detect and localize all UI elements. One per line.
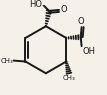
Text: O: O — [77, 17, 84, 26]
Text: CH₃: CH₃ — [1, 58, 13, 64]
Text: CH₃: CH₃ — [63, 75, 75, 81]
Text: HO: HO — [29, 0, 42, 9]
Text: OH: OH — [82, 48, 95, 57]
Text: O: O — [60, 5, 67, 14]
